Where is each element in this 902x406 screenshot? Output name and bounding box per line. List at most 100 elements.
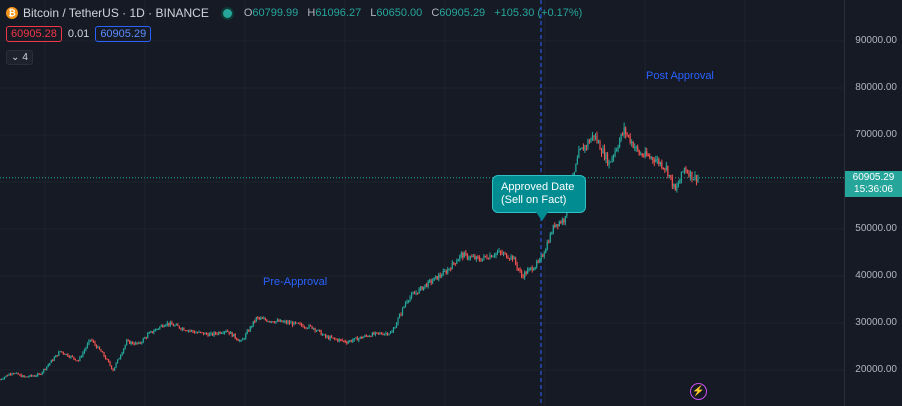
candle-body <box>317 329 319 331</box>
approved-date-callout[interactable]: Approved Date (Sell on Fact) <box>492 175 586 213</box>
candle-body <box>337 339 339 342</box>
candle-body <box>196 332 199 334</box>
candle-body <box>676 185 678 191</box>
post-approval-label[interactable]: Post Approval <box>646 70 714 82</box>
candle-body <box>644 151 646 157</box>
candle-body <box>602 148 604 154</box>
candle-body <box>214 332 217 334</box>
candle-body <box>47 364 49 367</box>
symbol-title[interactable]: Bitcoin / TetherUS · 1D · BINANCE <box>23 6 209 20</box>
candle-body <box>365 335 367 337</box>
candle-body <box>424 284 426 287</box>
candle-body <box>251 326 253 328</box>
candle-body <box>525 272 527 274</box>
candle-body <box>600 149 603 154</box>
candle-body <box>591 135 594 139</box>
candle-body <box>596 136 598 142</box>
candle-body <box>190 330 193 332</box>
candle-body <box>441 275 443 277</box>
candle-body <box>275 321 277 323</box>
candle-body <box>315 330 318 332</box>
candle-body <box>364 335 366 337</box>
candle-body <box>129 340 131 344</box>
candle-body <box>208 333 211 337</box>
candle-body <box>272 321 274 323</box>
candle-body <box>139 342 141 344</box>
candle-body <box>144 337 146 339</box>
candle-body <box>293 321 295 326</box>
candle-body <box>28 376 30 378</box>
candle-body <box>38 373 40 375</box>
candle-body <box>23 375 25 377</box>
candle-body <box>267 321 269 323</box>
candle-body <box>168 322 170 326</box>
candle-body <box>655 160 657 162</box>
candle-body <box>35 375 37 377</box>
candle-body <box>379 333 381 335</box>
price-chart[interactable] <box>0 0 844 406</box>
candle-body <box>510 255 512 259</box>
candle-body <box>356 337 358 341</box>
candle-body <box>368 336 370 338</box>
candle-body <box>694 175 696 180</box>
candle-body <box>376 332 378 334</box>
candle-body <box>685 167 687 172</box>
candle-body <box>406 301 408 304</box>
candle-body <box>543 253 545 257</box>
candle-body <box>692 179 695 181</box>
candle-body <box>662 167 664 169</box>
candle-body <box>537 261 539 263</box>
market-status-icon[interactable] <box>222 8 232 18</box>
candle-body <box>189 330 191 332</box>
candle-body <box>115 363 117 368</box>
candle-body <box>201 332 203 334</box>
candle-body <box>341 339 343 341</box>
candle-body <box>353 338 355 341</box>
candle-body <box>597 141 600 143</box>
pre-approval-label[interactable]: Pre-Approval <box>263 276 328 288</box>
candle-body <box>41 372 43 375</box>
candle-body <box>403 306 405 308</box>
candle-body <box>519 269 521 272</box>
chart-area[interactable] <box>0 0 844 406</box>
candle-body <box>463 252 465 258</box>
candle-body <box>59 351 61 353</box>
candle-body <box>546 242 548 250</box>
candle-body <box>466 253 468 259</box>
candle-body <box>113 367 116 371</box>
candle-body <box>436 276 438 280</box>
candle-body <box>110 365 113 369</box>
candle-body <box>127 340 129 342</box>
candle-body <box>266 319 268 322</box>
lightning-icon[interactable]: ⚡ <box>690 383 707 400</box>
candle-body <box>291 322 294 326</box>
buy-price-button[interactable]: 60905.29 <box>95 26 152 42</box>
candle-body <box>487 258 490 260</box>
sell-price-button[interactable]: 60905.28 <box>6 26 62 42</box>
change-value: +105.30 (+0.17%) <box>494 7 583 19</box>
candle-body <box>153 331 155 333</box>
candle-body <box>184 330 187 332</box>
candle-body <box>561 219 563 223</box>
candle-body <box>162 325 164 327</box>
candle-body <box>340 339 342 341</box>
candle-body <box>62 352 64 354</box>
candle-body <box>421 286 423 290</box>
candle-body <box>514 257 517 264</box>
candle-body <box>101 351 104 353</box>
candle-body <box>496 251 499 254</box>
indicators-collapse-button[interactable]: ⌄ 4 <box>6 50 33 65</box>
candle-body <box>284 321 286 323</box>
candle-body <box>659 162 661 164</box>
order-prices: 60905.28 0.01 60905.29 <box>6 26 152 42</box>
candle-body <box>246 330 248 334</box>
candle-body <box>680 171 683 181</box>
candle-body <box>326 336 328 338</box>
candle-body <box>432 280 434 283</box>
price-axis[interactable]: 90000.0080000.0070000.0060000.0050000.00… <box>844 0 902 406</box>
candle-body <box>578 149 580 159</box>
candle-body <box>5 375 7 377</box>
candle-body <box>43 369 45 373</box>
candle-body <box>92 341 95 343</box>
candle-body <box>635 146 637 148</box>
